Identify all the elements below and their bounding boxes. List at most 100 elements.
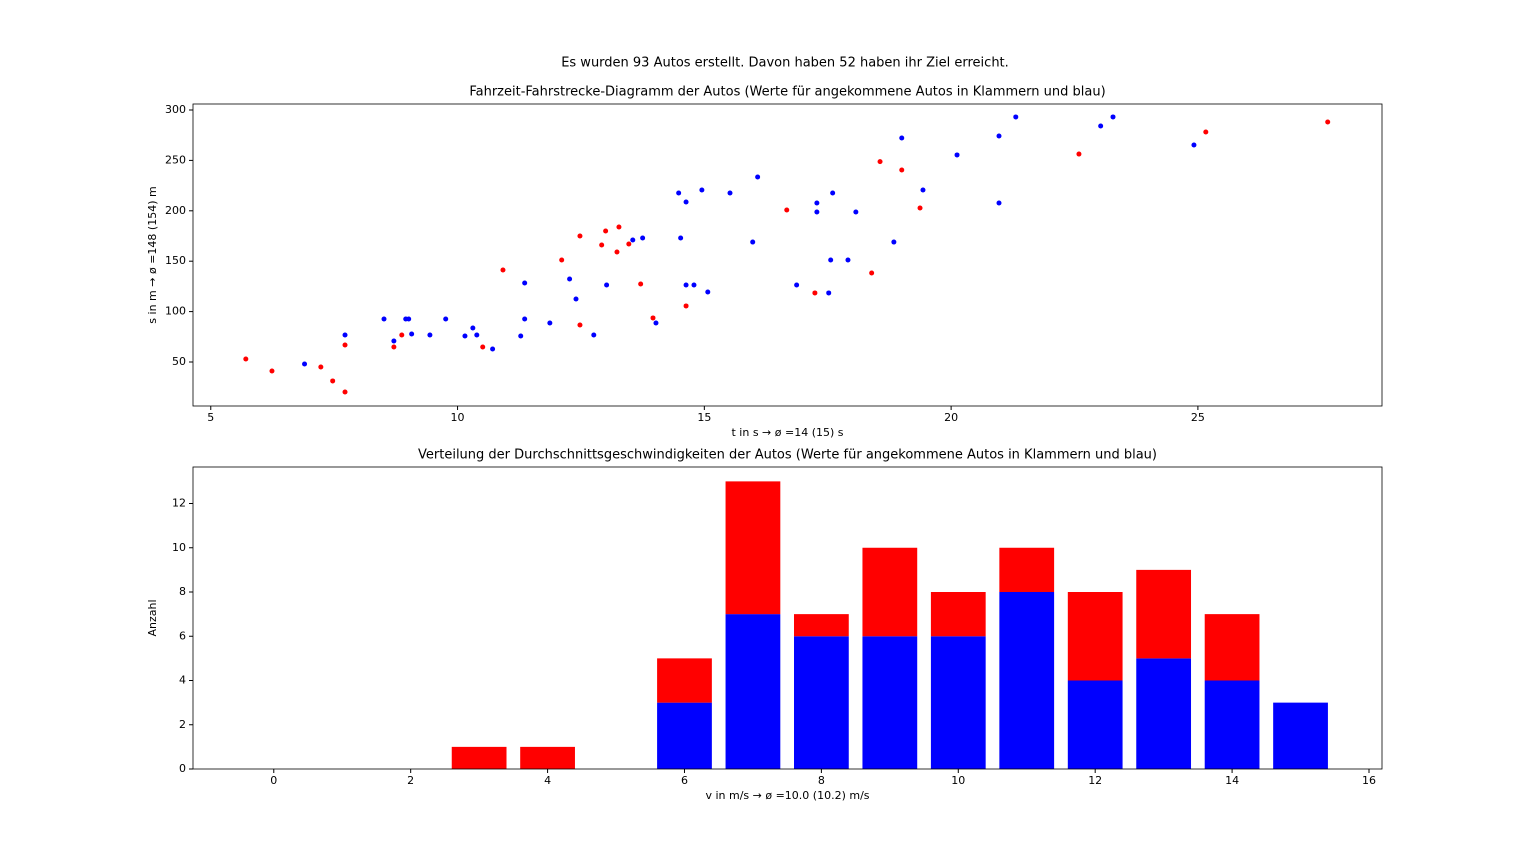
scatter-point [1076,151,1082,157]
scatter-point [750,239,756,245]
bar [1204,680,1260,769]
y-tick-label: 250 [165,153,186,166]
bar [999,592,1055,769]
bar [930,592,986,637]
bar [862,636,918,769]
scatter-point [330,378,336,384]
y-tick-label: 100 [165,305,186,318]
scatter-point [996,200,1002,206]
scatter-point [683,282,689,288]
figure-title: Es wurden 93 Autos erstellt. Davon haben… [561,56,1009,71]
scatter-point [567,276,573,282]
scatter-point [877,159,883,165]
scatter-point [899,135,905,141]
x-axis-label: t in s → ø =14 (15) s [731,426,843,439]
scatter-point [650,315,656,321]
bar [794,636,849,769]
y-tick-label: 8 [179,585,186,598]
scatter-point [573,296,579,302]
scatter-point [603,228,609,234]
scatter-point [399,332,405,338]
scatter-point [342,389,348,395]
scatter-point [626,241,632,247]
scatter-point [381,316,387,322]
scatter-point [559,257,565,263]
scatter-point [1013,114,1019,120]
bar [1136,658,1192,769]
scatter-point [830,190,836,196]
scatter-point [683,199,689,205]
x-tick-label: 14 [1225,774,1239,787]
chart-title: Fahrzeit-Fahrstrecke-Diagramm der Autos … [469,85,1105,100]
bar [794,614,849,637]
y-tick-label: 10 [172,541,186,554]
scatter-point [920,187,926,193]
scatter-point [784,207,790,213]
x-tick-label: 16 [1362,774,1376,787]
scatter-point [599,242,605,248]
scatter-point [691,282,697,288]
scatter-point [604,282,610,288]
plot-frame [192,103,1383,407]
scatter-point [699,187,705,193]
scatter-point [1325,119,1331,125]
scatter-point [683,303,689,309]
scatter-point [727,190,733,196]
scatter-point [614,249,620,255]
scatter-point [391,338,397,344]
bar [930,636,986,769]
scatter-point [630,237,636,243]
scatter-point [1098,123,1104,129]
bar [999,547,1055,593]
scatter-point [1191,142,1197,148]
scatter-point [1203,129,1209,135]
scatter-point [470,325,476,331]
bar [657,658,712,703]
scatter-point [954,152,960,158]
scatter-point [828,257,834,263]
scatter-point [755,174,761,180]
scatter-point [522,316,528,322]
scatter-point [917,205,923,211]
scatter-point [638,281,644,287]
bar [725,614,781,769]
scatter-point [462,333,468,339]
bar [451,746,507,769]
scatter-point [406,316,412,322]
x-tick-label: 25 [1191,411,1205,424]
bar [725,481,781,615]
scatter-point [591,332,597,338]
scatter-point [577,233,583,239]
x-tick-label: 5 [207,411,214,424]
scatter-point [522,280,528,286]
scatter-point [616,224,622,230]
scatter-point [640,235,646,241]
y-tick-label: 2 [179,718,186,731]
scatter-point [899,167,905,173]
y-tick-label: 6 [179,629,186,642]
scatter-point [794,282,800,288]
plot-frame [192,466,1383,770]
y-tick-label: 200 [165,204,186,217]
y-axis-label: Anzahl [146,599,159,636]
bar [520,746,575,769]
y-tick-label: 50 [172,355,186,368]
scatter-point [480,344,486,350]
scatter-point [845,257,851,263]
scatter-point [814,200,820,206]
bar [1204,614,1260,681]
scatter-point [302,361,308,367]
x-tick-label: 6 [681,774,688,787]
scatter-point [676,190,682,196]
x-tick-label: 4 [544,774,551,787]
x-tick-label: 8 [818,774,825,787]
scatter-point [243,356,249,362]
bar [862,547,918,637]
scatter-point [814,209,820,215]
scatter-point [474,332,480,338]
scatter-point [409,331,415,337]
chart-title: Verteilung der Durchschnittsgeschwindigk… [418,448,1157,463]
scatter-point [500,267,506,273]
scatter-point [518,333,524,339]
bar [1136,569,1192,659]
